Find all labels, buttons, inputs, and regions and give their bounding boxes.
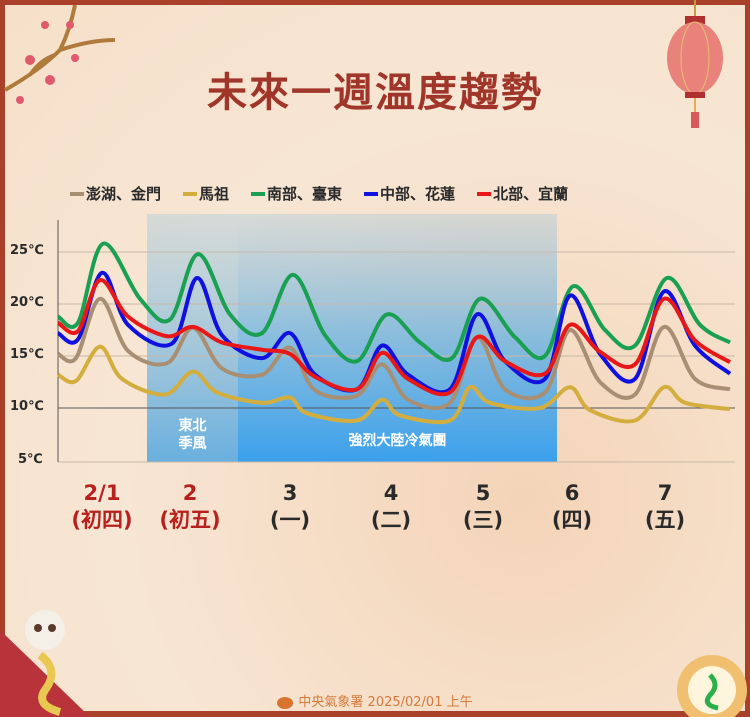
- chart-legend: 澎湖、金門 馬祖 南部、臺東 中部、花蓮 北部、宜蘭: [70, 183, 568, 204]
- y-tick-25: 25℃: [10, 243, 44, 258]
- day-label-1: 2 (初五): [159, 481, 221, 532]
- lantern-icon: [667, 0, 723, 128]
- fan-icon: [0, 610, 90, 717]
- band-label-northeast-monsoon: 東北 季風: [178, 418, 207, 452]
- day-label-2: 3 (一): [269, 481, 311, 532]
- series-line: [57, 344, 731, 425]
- legend-item-central-hualien: 中部、花蓮: [364, 183, 455, 204]
- day-label-5: 6 (四): [551, 481, 593, 532]
- series-line: [56, 241, 732, 364]
- y-tick-15: 15℃: [10, 347, 44, 362]
- plum-blossom-icon: [4, 4, 116, 104]
- series-line: [57, 296, 731, 411]
- footer: 中央氣象署 2025/02/01 上午: [0, 691, 750, 710]
- day-label-0: 2/1 (初四): [71, 481, 133, 532]
- day-label-3: 4 (二): [370, 481, 412, 532]
- cwa-logo-icon: [277, 696, 294, 709]
- y-tick-5: 5℃: [18, 452, 43, 467]
- y-tick-10: 10℃: [10, 399, 44, 414]
- y-tick-20: 20℃: [10, 295, 44, 310]
- gridlines: [57, 220, 735, 463]
- legend-swatch-icon: [183, 191, 198, 196]
- legend-item-north-yilan: 北部、宜蘭: [477, 183, 568, 204]
- band-label-cold-air-mass: 強烈大陸冷氣團: [348, 433, 447, 449]
- day-label-6: 7 (五): [644, 481, 686, 532]
- legend-swatch-icon: [364, 191, 379, 196]
- snake-coin-icon: [677, 655, 747, 717]
- series-line: [56, 278, 732, 397]
- day-label-4: 5 (三): [462, 481, 504, 532]
- band-cold-air-mass: [238, 214, 557, 462]
- legend-item-south-taitung: 南部、臺東: [251, 183, 342, 204]
- legend-item-penghu-kinmen: 澎湖、金門: [70, 183, 161, 204]
- legend-swatch-icon: [70, 191, 84, 196]
- legend-swatch-icon: [251, 191, 266, 196]
- series-line: [56, 270, 732, 395]
- series-lines: [56, 241, 732, 425]
- legend-swatch-icon: [477, 191, 492, 196]
- page-title: 未來一週溫度趨勢: [207, 70, 543, 116]
- legend-item-matsu: 馬祖: [183, 183, 229, 204]
